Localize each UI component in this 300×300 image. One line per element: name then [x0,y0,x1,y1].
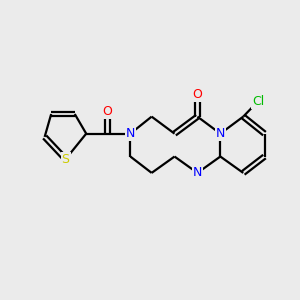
Text: O: O [103,105,112,118]
Text: N: N [126,127,135,140]
Text: N: N [216,127,225,140]
Text: O: O [193,88,202,101]
Text: N: N [193,167,202,179]
Text: S: S [61,153,70,166]
Text: Cl: Cl [252,95,264,108]
